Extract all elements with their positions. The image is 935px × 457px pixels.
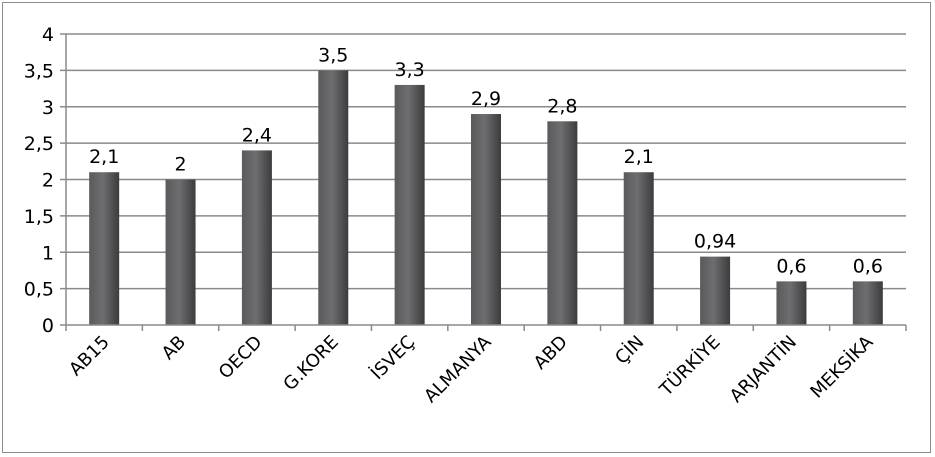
x-tick-label: ALMANYA — [420, 331, 496, 407]
bar — [852, 281, 883, 325]
data-label: 2,8 — [547, 95, 577, 117]
data-label: 2,1 — [624, 146, 654, 168]
bar — [89, 172, 120, 325]
x-tick-label: OECD — [215, 332, 267, 384]
x-tick-label: İSVEÇ — [367, 332, 419, 384]
data-label: 0,6 — [853, 255, 883, 277]
bar — [394, 84, 425, 325]
y-tick-label: 1 — [42, 242, 54, 264]
data-label: 0,6 — [776, 255, 806, 277]
y-tick-labels: 0 0,5 1 1,5 2 2,5 3 3,5 4 — [24, 24, 54, 337]
y-tick-label: 4 — [42, 24, 54, 46]
y-tick-label: 0,5 — [24, 279, 54, 301]
data-label: 3,3 — [395, 59, 425, 81]
x-tick-label: ABD — [530, 332, 572, 374]
bar — [471, 114, 501, 326]
y-tick-label: 0 — [42, 315, 54, 337]
bars — [89, 70, 883, 326]
bar — [776, 281, 807, 325]
data-label: 2,1 — [89, 146, 119, 168]
x-tick-labels: AB15 AB OECD G.KORE İSVEÇ ALMANYA ABD ÇİN TÜRKİY… — [65, 331, 878, 407]
data-label: 2,9 — [471, 88, 501, 110]
x-tick-label: ÇİN — [611, 332, 648, 369]
bar — [165, 179, 196, 325]
y-tick-label: 3 — [42, 97, 54, 119]
x-tick-label: ARJANTİN — [726, 332, 801, 407]
data-label: 2,4 — [242, 124, 272, 146]
x-tick-label: MEKSİKA — [806, 331, 877, 402]
x-tick-label: TÜRKİYE — [655, 331, 725, 401]
bar — [241, 150, 272, 325]
bar — [547, 121, 578, 325]
y-tick-label: 2 — [42, 170, 54, 192]
data-label: 2 — [174, 154, 186, 176]
x-tick-label: G.KORE — [279, 332, 342, 395]
x-tick-label: AB15 — [65, 332, 113, 380]
y-tick-label: 1,5 — [24, 206, 54, 228]
x-tick-label: AB — [158, 332, 190, 364]
axes — [60, 33, 907, 331]
data-label: 3,5 — [318, 44, 348, 66]
bar — [623, 172, 654, 325]
bar — [700, 256, 731, 325]
data-label: 0,94 — [694, 231, 736, 253]
bar — [318, 70, 349, 325]
y-tick-label: 3,5 — [24, 60, 54, 82]
y-tick-label: 2,5 — [24, 133, 54, 155]
data-labels: 2,1 2 2,4 3,5 3,3 2,9 2,8 2,1 0,94 0,6 0,6 — [89, 44, 883, 277]
